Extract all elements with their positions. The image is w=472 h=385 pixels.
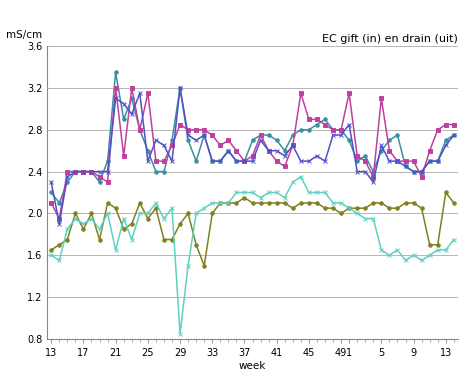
Text: mS/cm: mS/cm (6, 30, 42, 40)
X-axis label: week: week (239, 361, 266, 371)
Text: EC gift (in) en drain (uit): EC gift (in) en drain (uit) (322, 34, 458, 44)
